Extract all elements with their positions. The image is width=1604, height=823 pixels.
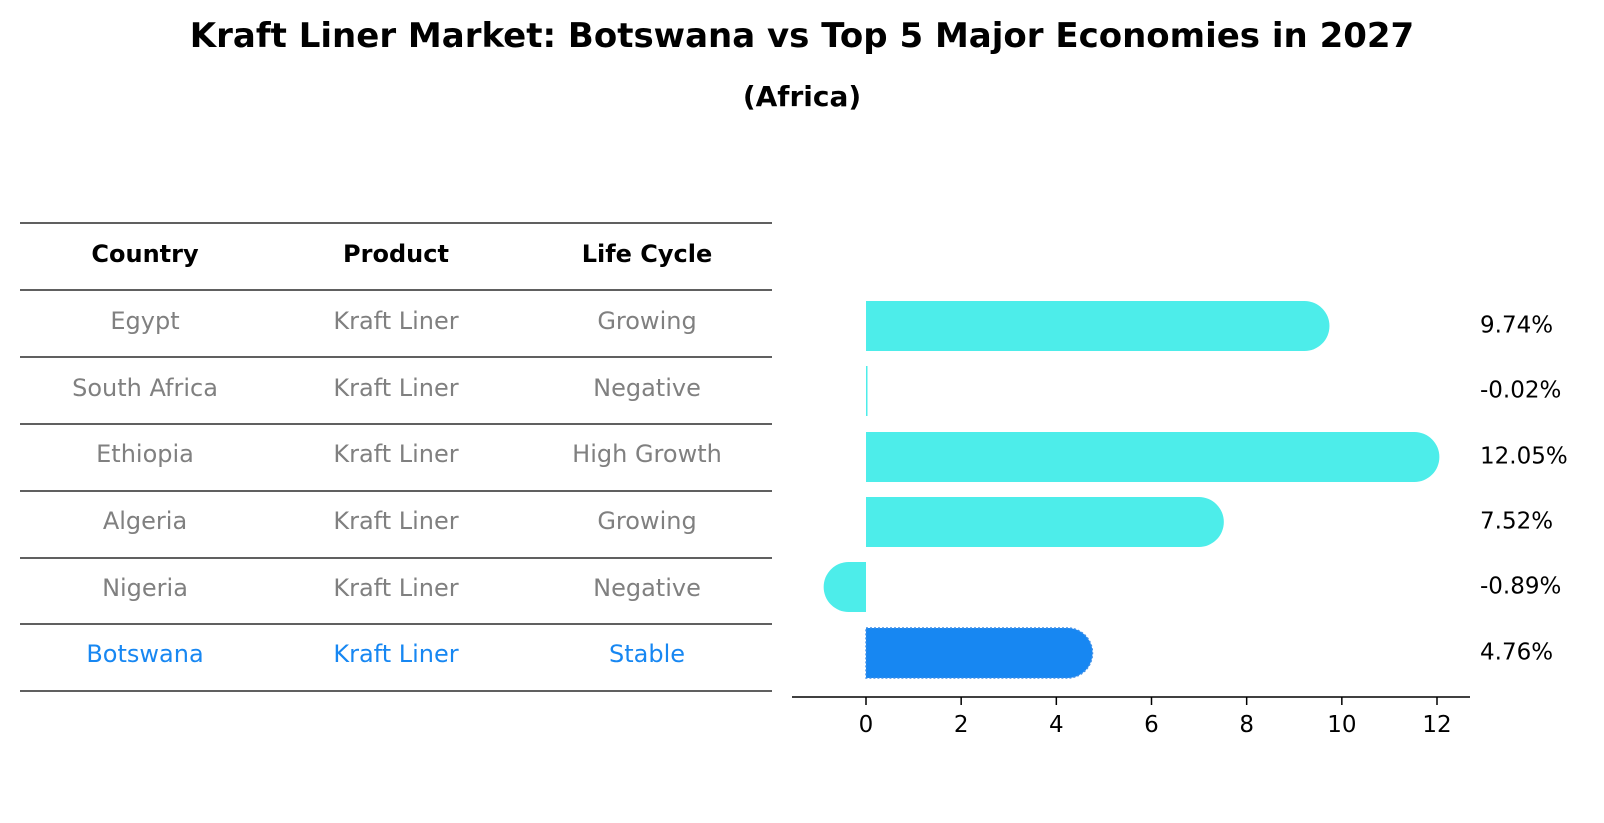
- x-tick-label: 0: [859, 712, 874, 738]
- bar-value-label: -0.89%: [1480, 574, 1561, 600]
- x-tick-label: 4: [1049, 712, 1064, 738]
- bar-value-label: 7.52%: [1480, 509, 1553, 535]
- table-cell-life-cycle: High Growth: [572, 440, 722, 468]
- table-cell-country: South Africa: [72, 374, 218, 402]
- table-cell-product: Kraft Liner: [333, 307, 458, 335]
- table-cell-country: Botswana: [86, 640, 203, 668]
- bar-value-label: 12.05%: [1480, 444, 1568, 470]
- table-cell-life-cycle: Negative: [593, 374, 701, 402]
- table-cell-country: Algeria: [103, 507, 187, 535]
- table-cell-country: Egypt: [110, 307, 179, 335]
- table-cell-life-cycle: Stable: [609, 640, 685, 668]
- bar-nigeria: [823, 562, 866, 612]
- bar-south-africa: [866, 366, 868, 416]
- bar-value-label: 9.74%: [1480, 313, 1553, 339]
- table-cell-product: Kraft Liner: [333, 640, 458, 668]
- table-cell-product: Kraft Liner: [333, 374, 458, 402]
- x-tick-label: 6: [1144, 712, 1159, 738]
- table-cell-country: Nigeria: [102, 574, 188, 602]
- x-tick-label: 12: [1422, 712, 1451, 738]
- table-header-country: Country: [91, 240, 199, 268]
- x-tick-label: 8: [1239, 712, 1254, 738]
- bar-egypt: [866, 301, 1330, 351]
- table-cell-life-cycle: Growing: [597, 307, 696, 335]
- table-header-life-cycle: Life Cycle: [582, 240, 713, 268]
- x-tick-label: 10: [1327, 712, 1356, 738]
- chart-subtitle: (Africa): [742, 80, 862, 113]
- table-cell-product: Kraft Liner: [333, 574, 458, 602]
- bar-algeria: [866, 497, 1224, 547]
- chart-title: Kraft Liner Market: Botswana vs Top 5 Ma…: [189, 16, 1415, 56]
- bar-value-label: -0.02%: [1480, 378, 1561, 404]
- table-cell-life-cycle: Growing: [597, 507, 696, 535]
- table-cell-country: Ethiopia: [96, 440, 194, 468]
- bar-value-label: 4.76%: [1480, 640, 1553, 666]
- table-cell-product: Kraft Liner: [333, 440, 458, 468]
- bar-ethiopia: [866, 432, 1440, 482]
- table-cell-life-cycle: Negative: [593, 574, 701, 602]
- table-cell-product: Kraft Liner: [333, 507, 458, 535]
- x-tick-label: 2: [954, 712, 969, 738]
- bar-botswana: [865, 627, 1094, 679]
- table-header-product: Product: [343, 240, 449, 268]
